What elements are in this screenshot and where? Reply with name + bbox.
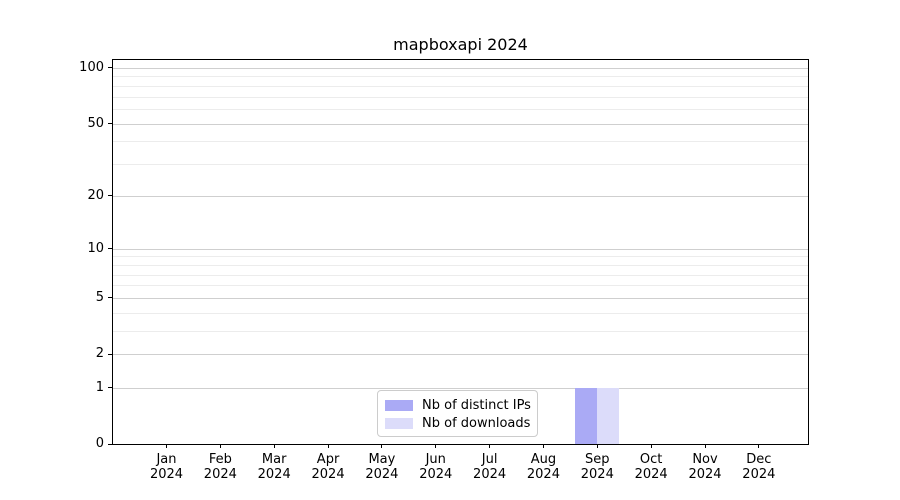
x-tick-year: 2024	[419, 467, 453, 482]
minor-gridline	[113, 331, 808, 333]
x-tick-mark	[542, 444, 544, 448]
y-tick-label: 0	[95, 436, 104, 451]
x-tick-mark	[489, 444, 491, 448]
plot-area	[112, 59, 809, 445]
x-tick-label: Jan 2024	[139, 452, 195, 482]
x-tick-label: Jul 2024	[462, 452, 518, 482]
major-gridline	[113, 387, 808, 389]
legend-item: Nb of downloads	[385, 415, 530, 432]
x-tick-label: Nov 2024	[677, 452, 733, 482]
x-tick-month: Oct	[639, 452, 663, 467]
major-gridline	[113, 297, 808, 299]
x-tick-label: Feb 2024	[192, 452, 248, 482]
x-tick-year: 2024	[473, 467, 507, 482]
x-tick-label: Aug 2024	[515, 452, 571, 482]
x-tick-month: Feb	[208, 452, 232, 467]
x-tick-year: 2024	[257, 467, 291, 482]
chart-title: mapboxapi 2024	[393, 35, 528, 54]
minor-gridline	[113, 264, 808, 266]
x-tick-month: May	[368, 452, 396, 467]
legend-label: Nb of downloads	[422, 416, 531, 431]
minor-gridline	[113, 312, 808, 314]
legend-swatch-downloads	[385, 418, 413, 429]
minor-gridline	[113, 76, 808, 78]
y-tick-label: 5	[95, 289, 104, 305]
x-tick-month: Jul	[481, 452, 498, 467]
y-tick-mark	[108, 67, 112, 69]
minor-gridline	[113, 85, 808, 87]
x-tick-mark	[219, 444, 221, 448]
x-tick-year: 2024	[526, 467, 560, 482]
x-tick-mark	[166, 444, 167, 448]
major-gridline	[113, 67, 808, 69]
x-tick-mark	[758, 444, 760, 448]
x-tick-year: 2024	[365, 467, 399, 482]
x-tick-month: Dec	[746, 452, 772, 467]
legend-label: Nb of distinct IPs	[422, 398, 531, 413]
x-tick-year: 2024	[203, 467, 237, 482]
x-tick-year: 2024	[742, 467, 776, 482]
x-tick-label: Oct 2024	[623, 452, 679, 482]
legend-swatch-distinct-ips	[385, 400, 413, 411]
y-tick-mark	[108, 297, 112, 299]
bar-downloads	[597, 387, 620, 444]
x-tick-mark	[650, 444, 652, 448]
x-tick-label: Jun 2024	[408, 452, 464, 482]
x-tick-year: 2024	[580, 467, 614, 482]
y-tick-label: 2	[95, 346, 104, 362]
x-tick-month: Jan	[156, 452, 177, 467]
x-tick-label: Mar 2024	[246, 452, 302, 482]
x-tick-mark	[596, 444, 598, 448]
x-tick-year: 2024	[149, 467, 184, 482]
legend-item: Nb of distinct IPs	[385, 397, 531, 414]
minor-gridline	[113, 274, 808, 276]
x-tick-label: Sep 2024	[569, 452, 625, 482]
x-tick-month: Sep	[585, 452, 610, 467]
x-tick-mark	[704, 444, 706, 448]
x-tick-mark	[327, 444, 329, 448]
y-tick-mark	[108, 443, 112, 445]
x-tick-month: Mar	[261, 452, 287, 467]
x-tick-mark	[435, 444, 437, 448]
x-tick-month: Aug	[530, 452, 557, 467]
major-gridline	[113, 195, 808, 197]
x-tick-label: Apr 2024	[300, 452, 356, 482]
major-gridline	[113, 123, 808, 125]
x-tick-year: 2024	[688, 467, 722, 482]
minor-gridline	[113, 141, 808, 143]
y-tick-mark	[108, 123, 112, 125]
x-tick-year: 2024	[311, 467, 345, 482]
x-tick-month: Jun	[425, 452, 446, 467]
y-tick-mark	[108, 195, 112, 197]
y-tick-label: 10	[87, 240, 104, 256]
legend: Nb of distinct IPs Nb of downloads	[377, 390, 538, 437]
y-tick-label: 100	[79, 59, 104, 75]
minor-gridline	[113, 256, 808, 258]
x-tick-label: May 2024	[354, 452, 410, 482]
x-tick-mark	[381, 444, 383, 448]
y-tick-mark	[108, 387, 112, 388]
major-gridline	[113, 354, 808, 356]
minor-gridline	[113, 108, 808, 110]
y-tick-mark	[108, 248, 112, 250]
x-tick-label: Dec 2024	[731, 452, 787, 482]
y-tick-label: 20	[87, 187, 104, 203]
minor-gridline	[113, 164, 808, 166]
y-tick-mark	[108, 353, 112, 355]
x-tick-year: 2024	[634, 467, 668, 482]
bar-distinct-ips	[575, 387, 598, 444]
x-tick-month: Nov	[692, 452, 718, 467]
major-gridline	[113, 248, 808, 250]
y-tick-label: 1	[95, 379, 104, 395]
minor-gridline	[113, 96, 808, 98]
minor-gridline	[113, 285, 808, 287]
x-tick-mark	[273, 444, 275, 448]
x-tick-month: Apr	[316, 452, 340, 467]
y-tick-label: 50	[87, 115, 104, 131]
